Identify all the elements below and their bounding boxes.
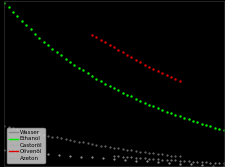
Legend: Wasser, Ethanol, Castoröl, Olivenöl, Azeton: Wasser, Ethanol, Castoröl, Olivenöl, Aze… (7, 128, 45, 163)
